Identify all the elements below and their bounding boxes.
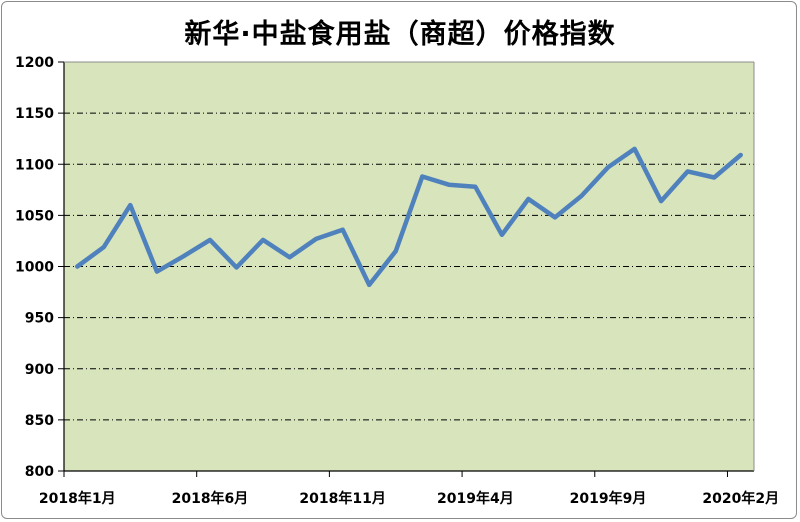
y-tick-label: 1200 bbox=[15, 55, 54, 71]
x-tick-label: 2019年9月 bbox=[570, 490, 647, 507]
y-tick-label: 900 bbox=[25, 362, 54, 378]
y-tick-label: 950 bbox=[25, 311, 54, 327]
y-tick-label: 1000 bbox=[15, 260, 54, 276]
series-line bbox=[75, 146, 743, 288]
x-tick-label: 2019年4月 bbox=[437, 490, 514, 507]
x-tick-label: 2018年1月 bbox=[39, 490, 116, 507]
x-tick-label: 2018年11月 bbox=[299, 490, 385, 507]
y-tick-labels: 800 850 900 950 1000 1050 1100 1150 1200 bbox=[15, 55, 54, 480]
x-tick-labels: 2018年1月 2018年6月 2018年11月 2019年4月 2019年9月 2020… bbox=[39, 471, 779, 507]
series-group bbox=[75, 146, 743, 288]
y-tick-label: 1050 bbox=[15, 208, 54, 224]
x-tick-label: 2020年2月 bbox=[702, 490, 779, 507]
y-tick-label: 850 bbox=[25, 413, 54, 429]
x-tick-label: 2018年6月 bbox=[172, 490, 249, 507]
y-tick-label: 1150 bbox=[15, 106, 54, 122]
y-tick-label: 800 bbox=[25, 464, 54, 480]
chart-title: 新华·中盐食用盐（商超）价格指数 bbox=[184, 19, 616, 50]
y-tick-label: 1100 bbox=[15, 157, 54, 173]
axes bbox=[63, 61, 755, 472]
